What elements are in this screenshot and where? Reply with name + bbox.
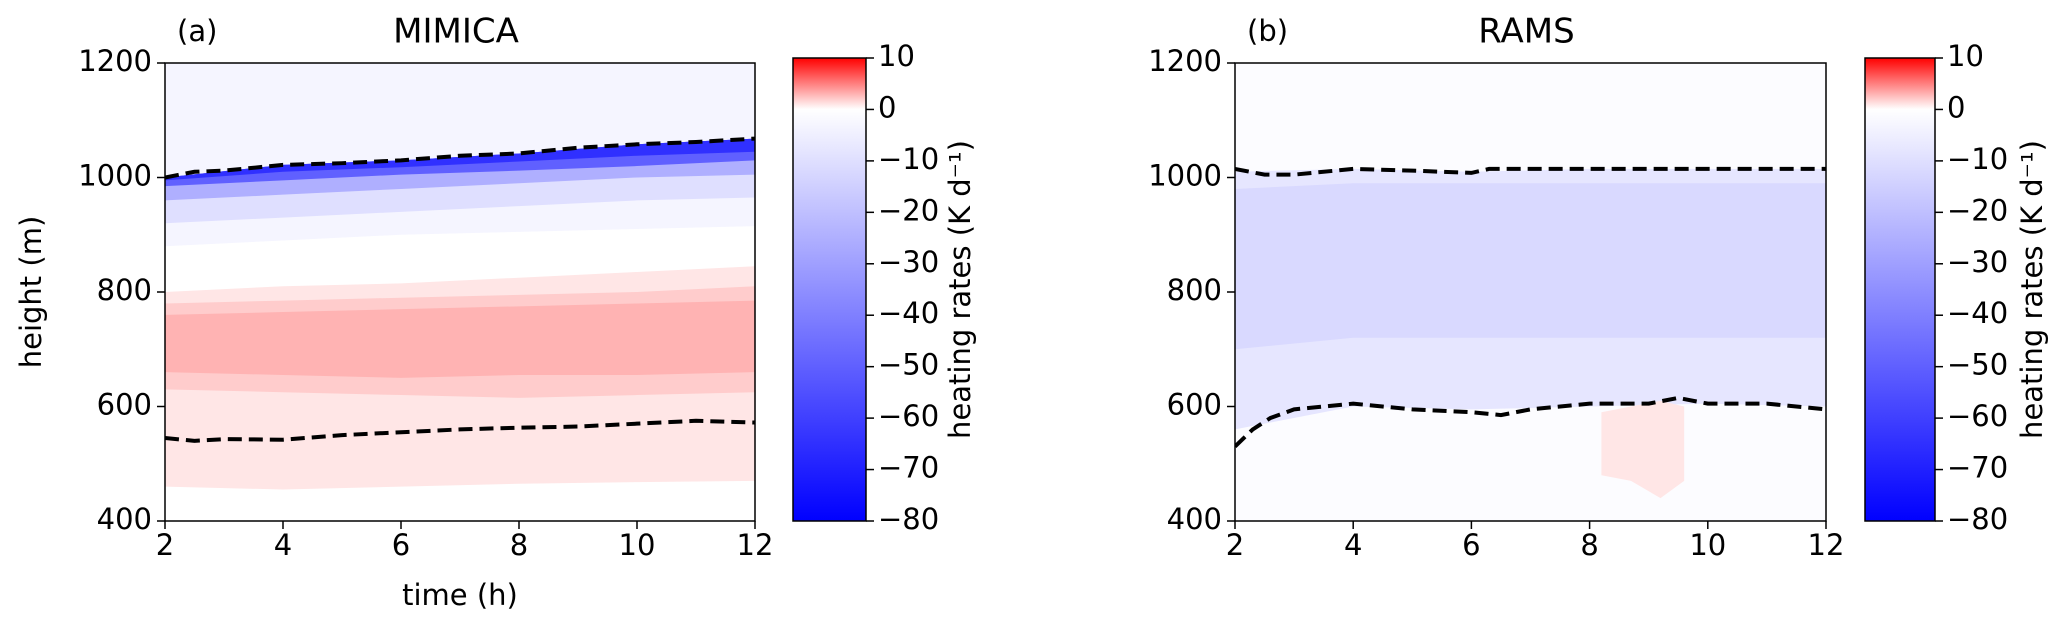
x-tick-label: 6 [1462, 528, 1480, 562]
colorbar-tick-label: −60 [878, 399, 939, 433]
chart-title: MIMICA [393, 12, 519, 52]
y-tick-label: 1200 [78, 44, 152, 78]
x-tick-label: 12 [737, 528, 774, 562]
colorbar-tick-label: −30 [878, 245, 939, 279]
y-tick-label: 400 [1167, 502, 1222, 536]
contour-band [1235, 183, 1826, 350]
x-tick-label: 2 [1226, 528, 1244, 562]
colorbar-tick-label: −80 [878, 502, 939, 536]
x-tick-label: 6 [392, 528, 410, 562]
plot-area [1235, 63, 1826, 521]
x-tick-label: 2 [156, 528, 174, 562]
y-tick-label: 1000 [78, 159, 152, 193]
colorbar-tick-label: 0 [1947, 90, 1965, 124]
dashed-line [165, 418, 755, 443]
colorbar-tick-label: 0 [878, 90, 896, 124]
colorbar-tick-label: −20 [878, 193, 939, 227]
colorbar-tick-label: −60 [1947, 399, 2008, 433]
colorbar-tick-label: −80 [1947, 502, 2008, 536]
colorbar [1864, 57, 1936, 522]
colorbar-tick-label: 10 [1947, 39, 1984, 73]
colorbar-tick-label: −20 [1947, 193, 2008, 227]
x-tick-label: 8 [1580, 528, 1598, 562]
y-tick-label: 600 [1167, 388, 1222, 422]
colorbar-tick-label: −30 [1947, 245, 2008, 279]
contour-band [165, 300, 755, 378]
colorbar-label: heating rates (K d⁻¹) [943, 140, 977, 439]
y-tick-label: 1200 [1148, 44, 1222, 78]
x-axis-label: time (h) [402, 578, 518, 612]
y-tick-label: 800 [1167, 273, 1222, 307]
y-axis-label: height (m) [14, 216, 48, 369]
colorbar-tick-label: −50 [878, 348, 939, 382]
y-tick-label: 1000 [1148, 159, 1222, 193]
colorbar [792, 57, 867, 522]
x-tick-label: 10 [619, 528, 656, 562]
colorbar-tick-label: −10 [878, 142, 939, 176]
colorbar-label: heating rates (K d⁻¹) [2015, 140, 2049, 439]
x-tick-label: 4 [274, 528, 292, 562]
colorbar-tick-label: −70 [1947, 451, 2008, 485]
colorbar-tick-label: −50 [1947, 348, 2008, 382]
panel-label: (b) [1247, 14, 1288, 48]
x-tick-label: 4 [1344, 528, 1362, 562]
contour-band [165, 138, 755, 181]
x-tick-label: 10 [1689, 528, 1726, 562]
colorbar-tick-label: −40 [1947, 296, 2008, 330]
y-tick-label: 400 [97, 502, 152, 536]
y-tick-label: 800 [97, 273, 152, 307]
chart-title: RAMS [1478, 12, 1574, 52]
plot-area [165, 63, 755, 490]
colorbar-tick-label: −40 [878, 296, 939, 330]
dashed-line [1235, 166, 1826, 177]
colorbar-tick-label: −10 [1947, 142, 2008, 176]
x-tick-label: 8 [510, 528, 528, 562]
dashed-line [165, 136, 755, 180]
panel-label: (a) [177, 14, 217, 48]
colorbar-tick-label: 10 [878, 39, 915, 73]
y-tick-label: 600 [97, 388, 152, 422]
colorbar-tick-label: −70 [878, 451, 939, 485]
dashed-line [1235, 395, 1826, 449]
contour-band [1601, 400, 1685, 499]
x-tick-label: 12 [1808, 528, 1845, 562]
